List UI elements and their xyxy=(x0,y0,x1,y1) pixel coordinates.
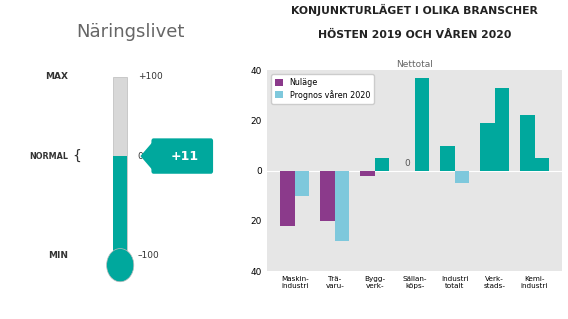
Text: +100: +100 xyxy=(138,72,162,81)
Text: Nettotal: Nettotal xyxy=(396,60,433,69)
Text: MIN: MIN xyxy=(48,251,68,260)
Bar xyxy=(335,171,349,241)
Text: Näringslivet: Näringslivet xyxy=(77,23,185,41)
Text: HÖSTEN 2019 OCH VÅREN 2020: HÖSTEN 2019 OCH VÅREN 2020 xyxy=(318,29,511,40)
Text: 0: 0 xyxy=(404,159,410,168)
Bar xyxy=(440,145,454,171)
Text: +11: +11 xyxy=(171,150,199,163)
Bar xyxy=(480,123,495,171)
Bar xyxy=(360,171,375,176)
Text: NORMAL: NORMAL xyxy=(29,152,68,160)
Text: MAX: MAX xyxy=(45,72,68,81)
Bar xyxy=(520,115,534,171)
Circle shape xyxy=(107,249,134,282)
Bar xyxy=(113,77,127,255)
Text: –100: –100 xyxy=(138,251,160,260)
Bar xyxy=(534,158,549,171)
Polygon shape xyxy=(140,141,153,171)
Bar xyxy=(295,171,309,196)
FancyBboxPatch shape xyxy=(152,138,213,174)
Bar xyxy=(320,171,335,221)
Bar xyxy=(113,156,127,255)
Text: KONJUNKTURLÄGET I OLIKA BRANSCHER: KONJUNKTURLÄGET I OLIKA BRANSCHER xyxy=(291,4,538,16)
Bar xyxy=(375,158,389,171)
Text: 0: 0 xyxy=(138,152,144,160)
Legend: Nuläge, Prognos våren 2020: Nuläge, Prognos våren 2020 xyxy=(271,74,374,104)
Bar xyxy=(495,88,509,171)
Bar xyxy=(415,78,429,171)
Bar xyxy=(281,171,295,226)
Text: {: { xyxy=(72,149,81,163)
Bar xyxy=(454,171,469,183)
